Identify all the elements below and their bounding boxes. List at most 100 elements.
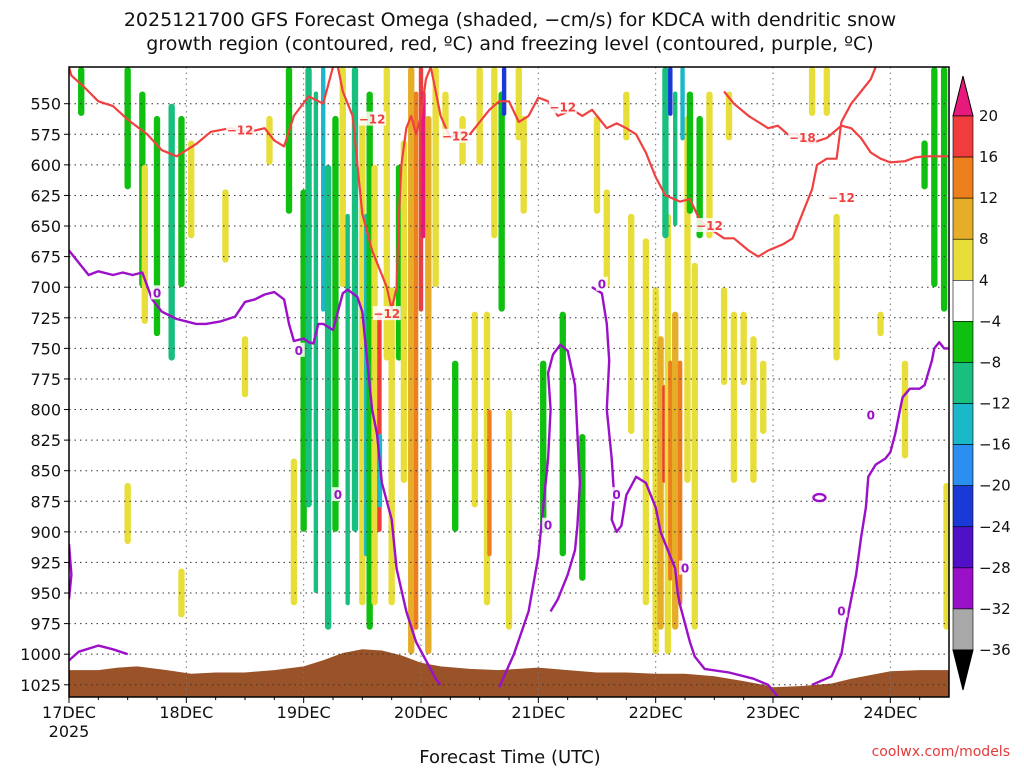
y-tick-label-675: 675 — [30, 248, 61, 267]
y-tick-label-925: 925 — [30, 553, 61, 572]
chart-title-line-1: 2025121700 GFS Forecast Omega (shaded, −… — [124, 9, 896, 31]
x-tick-label-20DEC: 20DEC — [394, 703, 448, 722]
colorbar-segment-9 — [952, 485, 974, 528]
colorbar-segment-2 — [952, 197, 974, 240]
freezing-label-4: 0 — [595, 276, 608, 292]
dgz-label-1: −12 — [358, 111, 387, 127]
freezing-label-8: 0 — [864, 407, 877, 423]
freezing-label-4-bg — [595, 276, 608, 291]
freezing-label-0-text: 0 — [153, 286, 161, 300]
grid-layer — [69, 67, 949, 697]
colorbar-label-9: −20 — [979, 477, 1011, 495]
dgz-label-4-text: −12 — [549, 100, 576, 114]
omega-streak-49 — [501, 67, 507, 116]
omega-streak-86 — [877, 311, 884, 337]
omega-streak-44 — [476, 67, 483, 165]
omega-streak-72 — [668, 67, 673, 116]
omega-streak-35 — [413, 91, 419, 630]
omega-streak-81 — [760, 360, 767, 434]
omega-streak-8 — [124, 482, 131, 545]
omega-streak-27 — [371, 164, 378, 606]
omega-streak-19 — [324, 164, 332, 630]
dgz-label-5-bg — [695, 218, 724, 233]
colorbar-segment-3 — [952, 238, 974, 281]
omega-streak-54 — [559, 311, 566, 557]
dgz-contour-lower-right-branch — [723, 90, 949, 164]
omega-streak-24 — [359, 115, 366, 606]
dgz-label-3-bg — [441, 128, 470, 143]
colorbar-top-arrow — [952, 75, 974, 117]
dgz-contour-middle-branch — [336, 67, 432, 311]
omega-streak-38 — [425, 115, 432, 655]
omega-streak-37 — [421, 91, 426, 239]
colorbar-segment-0 — [952, 115, 974, 158]
freezing-contour-main-branch — [69, 249, 442, 686]
omega-streak-18 — [321, 67, 326, 312]
y-tick-label-875: 875 — [30, 492, 61, 511]
colorbar-label-11: −28 — [979, 559, 1011, 577]
colorbar-label-4: 4 — [979, 271, 989, 289]
freezing-label-7-text: 0 — [837, 604, 845, 618]
omega-streak-48 — [498, 91, 505, 312]
omega-streak-57 — [603, 189, 610, 288]
dgz-label-7-text: −12 — [828, 191, 855, 205]
dgz-contour-upper-branch — [69, 67, 335, 158]
omega-streak-23 — [351, 67, 359, 532]
omega-streak-52 — [520, 115, 527, 214]
x-axis-label: Forecast Time (UTC) — [419, 747, 600, 768]
dgz-label-0: −12 — [226, 122, 255, 138]
freezing-label-7-bg — [835, 603, 848, 618]
omega-streak-88 — [921, 140, 928, 190]
freezing-contour-left-edge — [69, 544, 73, 600]
omega-streak-50 — [505, 409, 513, 630]
dgz-label-6-text: −18 — [789, 131, 816, 145]
freezing-label-1-bg — [292, 342, 305, 357]
y-tick-label-700: 700 — [30, 278, 61, 297]
colorbar-label-10: −24 — [979, 518, 1011, 536]
omega-streak-78 — [730, 311, 738, 483]
credit-link[interactable]: coolwx.com/models — [872, 744, 1010, 760]
omega-streak-67 — [677, 360, 683, 606]
colorbar-segment-1 — [952, 156, 974, 199]
omega-streak-1 — [124, 67, 131, 190]
colorbar-label-8: −16 — [979, 436, 1011, 454]
terrain-area — [69, 649, 949, 697]
dgz-label-7: −12 — [827, 189, 856, 205]
omega-streak-60 — [642, 238, 650, 606]
omega-streak-15 — [300, 189, 307, 532]
colorbar-label-12: −32 — [979, 600, 1011, 618]
omega-streak-16 — [305, 67, 312, 508]
dgz-label-5: −12 — [695, 218, 724, 233]
dendritic-growth-contours: −12 −12 −12 −12 −12 −12 −18 −12 — [69, 67, 949, 321]
y-tick-label-975: 975 — [30, 615, 61, 634]
omega-streak-79 — [740, 311, 747, 386]
omega-streak-43 — [471, 311, 478, 508]
omega-streak-11 — [241, 336, 249, 398]
y-tick-label-600: 600 — [30, 156, 61, 175]
freezing-label-2-bg — [331, 487, 344, 502]
y-tick-label-650: 650 — [30, 217, 61, 236]
freezing-label-5: 0 — [610, 487, 623, 502]
dgz-label-5-text: −12 — [696, 219, 723, 233]
omega-streak-3 — [141, 164, 148, 324]
dgz-label-1-bg — [358, 111, 387, 126]
y-tick-label-800: 800 — [30, 401, 61, 420]
chart-title-line-2: growth region (contoured, red, ºC) and f… — [146, 33, 873, 55]
freezing-label-0-bg — [151, 285, 163, 300]
dgz-label-6: −18 — [788, 129, 817, 145]
y-tick-label-950: 950 — [30, 584, 61, 603]
omega-streak-7 — [188, 140, 195, 239]
y-tick-label-1000: 1000 — [20, 645, 61, 664]
y-tick-label-1025: 1025 — [20, 676, 61, 695]
x-tick-label-19DEC: 19DEC — [277, 703, 331, 722]
dgz-label-2-bg — [372, 306, 401, 321]
omega-streak-82 — [725, 91, 733, 141]
omega-streak-31 — [388, 287, 395, 606]
colorbar-label-5: −4 — [979, 312, 1001, 330]
omega-streak-41 — [452, 360, 459, 532]
colorbar-label-7: −12 — [979, 395, 1011, 413]
y-tick-label-625: 625 — [30, 186, 61, 205]
omega-streak-89 — [931, 67, 938, 288]
omega-streak-55 — [579, 433, 586, 581]
x-tick-label-21DEC: 21DEC — [511, 703, 565, 722]
